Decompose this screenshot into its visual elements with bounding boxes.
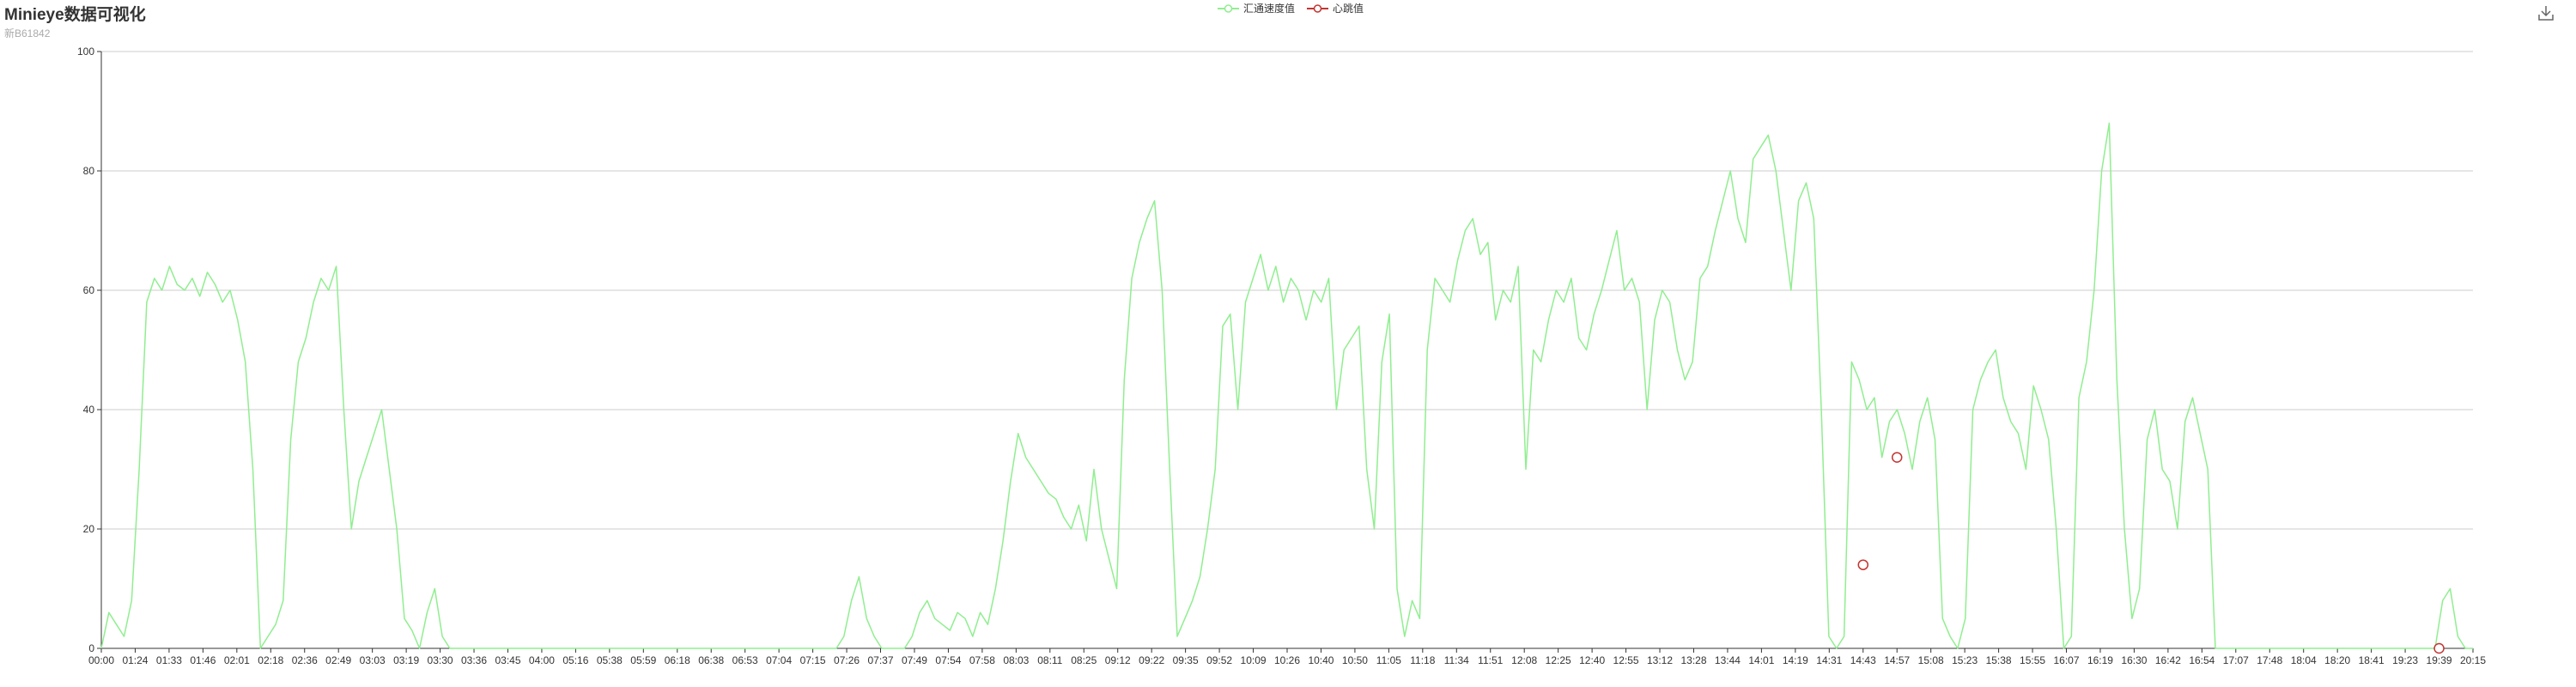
- y-tick-label: 0: [88, 642, 94, 654]
- x-tick-label: 16:30: [2121, 654, 2147, 666]
- x-tick-label: 12:55: [1613, 654, 1639, 666]
- x-tick-label: 06:53: [732, 654, 758, 666]
- x-tick-label: 02:36: [292, 654, 318, 666]
- legend-label-heartbeat: 心跳值: [1333, 3, 1364, 15]
- x-tick-label: 09:52: [1206, 654, 1232, 666]
- y-tick-label: 80: [83, 165, 95, 177]
- x-tick-label: 20:15: [2460, 654, 2486, 666]
- x-tick-label: 07:26: [834, 654, 860, 666]
- x-tick-label: 07:37: [867, 654, 893, 666]
- x-tick-label: 11:34: [1444, 654, 1469, 666]
- x-tick-label: 12:25: [1546, 654, 1571, 666]
- x-tick-label: 05:16: [562, 654, 588, 666]
- heartbeat-point: [2433, 642, 2445, 654]
- legend-item-heartbeat[interactable]: 心跳值: [1307, 1, 1364, 15]
- x-tick-label: 07:54: [935, 654, 961, 666]
- x-tick-label: 01:24: [122, 654, 148, 666]
- x-tick-label: 18:41: [2359, 654, 2385, 666]
- x-tick-label: 03:19: [393, 654, 419, 666]
- x-tick-label: 02:18: [258, 654, 283, 666]
- chart-title: Minieye数据可视化: [4, 6, 146, 24]
- x-tick-label: 16:54: [2189, 654, 2215, 666]
- x-tick-label: 10:26: [1274, 654, 1300, 666]
- x-tick-label: 10:50: [1342, 654, 1368, 666]
- x-tick-label: 07:04: [766, 654, 792, 666]
- x-tick-label: 07:49: [902, 654, 927, 666]
- x-tick-label: 16:42: [2155, 654, 2181, 666]
- x-tick-label: 18:20: [2324, 654, 2350, 666]
- x-tick-label: 13:44: [1715, 654, 1741, 666]
- y-tick-label: 40: [83, 404, 95, 416]
- heartbeat-point: [1857, 559, 1869, 570]
- x-tick-label: 15:23: [1952, 654, 1978, 666]
- x-tick-label: 06:38: [698, 654, 724, 666]
- x-tick-label: 17:48: [2257, 654, 2282, 666]
- x-tick-label: 03:36: [461, 654, 487, 666]
- x-tick-label: 09:22: [1139, 654, 1164, 666]
- legend-label-speed: 汇通速度值: [1243, 3, 1296, 15]
- x-tick-label: 14:43: [1850, 654, 1876, 666]
- x-tick-label: 02:01: [224, 654, 250, 666]
- x-tick-label: 07:58: [969, 654, 995, 666]
- x-tick-label: 05:59: [630, 654, 656, 666]
- x-tick-label: 14:31: [1816, 654, 1842, 666]
- x-tick-label: 13:12: [1647, 654, 1673, 666]
- y-tick-label: 100: [77, 46, 94, 58]
- x-tick-label: 16:19: [2087, 654, 2113, 666]
- x-tick-label: 12:08: [1511, 654, 1537, 666]
- x-tick-label: 15:08: [1918, 654, 1944, 666]
- x-tick-label: 08:25: [1071, 654, 1097, 666]
- x-tick-label: 14:01: [1748, 654, 1774, 666]
- chart-subtitle: 新B61842: [4, 27, 51, 40]
- x-tick-label: 08:11: [1037, 654, 1062, 666]
- x-tick-label: 10:09: [1241, 654, 1267, 666]
- x-tick-label: 12:40: [1579, 654, 1605, 666]
- x-tick-label: 16:07: [2053, 654, 2079, 666]
- x-tick-label: 19:39: [2427, 654, 2452, 666]
- x-tick-label: 15:55: [2020, 654, 2045, 666]
- x-tick-label: 10:40: [1308, 654, 1334, 666]
- x-tick-label: 01:46: [190, 654, 216, 666]
- series-line-speed: [100, 122, 2473, 649]
- x-tick-label: 04:00: [529, 654, 555, 666]
- heartbeat-point: [1891, 452, 1903, 463]
- x-tick-label: 08:03: [1003, 654, 1029, 666]
- legend-swatch-heartbeat: [1307, 3, 1329, 13]
- x-tick-label: 18:04: [2291, 654, 2317, 666]
- axes: 0 20 40 60 80 100 00:00 01:24 01:33 01:46 02:01 02:…: [77, 46, 2486, 666]
- x-tick-label: 09:35: [1173, 654, 1199, 666]
- x-tick-label: 00:00: [88, 654, 114, 666]
- y-tick-label: 20: [83, 523, 95, 535]
- series-layer: [100, 122, 2473, 654]
- x-tick-label: 15:38: [1986, 654, 2012, 666]
- x-tick-label: 09:12: [1105, 654, 1131, 666]
- x-tick-label: 11:51: [1478, 654, 1503, 666]
- y-tick-label: 60: [83, 284, 95, 296]
- chart-legend: 汇通速度值 心跳值: [1218, 1, 1364, 15]
- x-tick-label: 03:03: [360, 654, 386, 666]
- x-tick-label: 05:38: [597, 654, 623, 666]
- x-tick-label: 06:18: [665, 654, 690, 666]
- x-tick-label: 11:18: [1410, 654, 1435, 666]
- x-tick-label: 11:05: [1376, 654, 1401, 666]
- x-tick-label: 07:15: [800, 654, 826, 666]
- x-tick-label: 02:49: [325, 654, 351, 666]
- x-tick-label: 17:07: [2223, 654, 2249, 666]
- x-tick-label: 03:45: [495, 654, 520, 666]
- download-icon[interactable]: [2537, 3, 2555, 22]
- x-tick-label: 19:23: [2392, 654, 2418, 666]
- legend-swatch-speed: [1218, 3, 1239, 13]
- x-tick-label: 01:33: [156, 654, 182, 666]
- legend-item-speed[interactable]: 汇通速度值: [1218, 1, 1295, 15]
- x-tick-label: 13:28: [1680, 654, 1706, 666]
- x-tick-label: 03:30: [428, 654, 453, 666]
- x-tick-label: 14:19: [1783, 654, 1808, 666]
- x-tick-label: 14:57: [1884, 654, 1910, 666]
